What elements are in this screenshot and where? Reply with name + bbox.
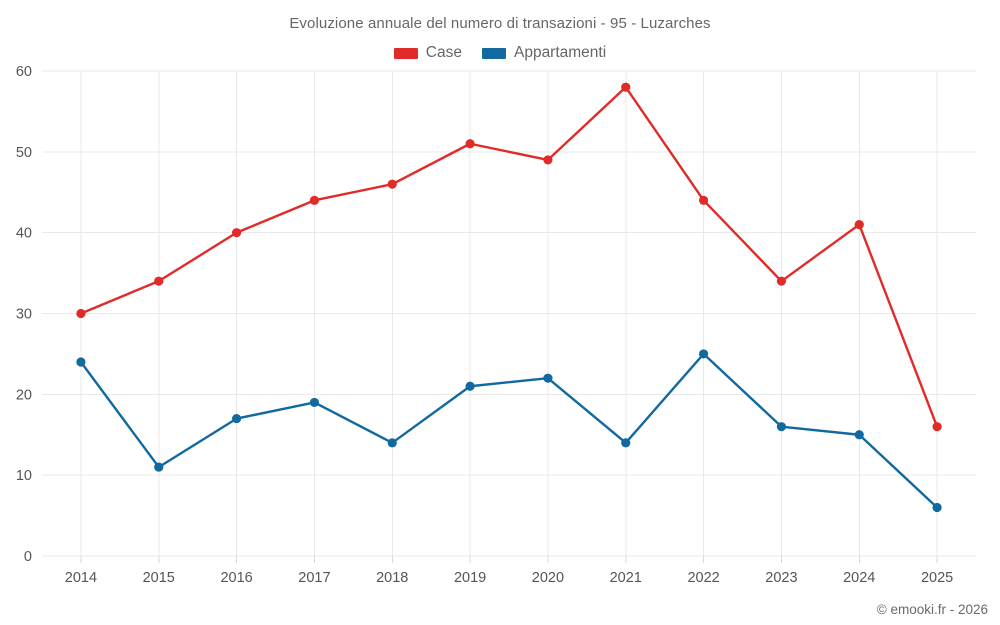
data-point[interactable] <box>387 179 397 189</box>
x-tickmarks <box>80 556 938 563</box>
footer-credit: © emooki.fr - 2026 <box>876 602 988 617</box>
data-point[interactable] <box>932 502 942 513</box>
series-line-case <box>79 85 939 428</box>
x-axis-tick-label: 2023 <box>765 570 797 586</box>
x-gridlines <box>80 71 938 556</box>
y-axis-tick-label: 10 <box>16 468 32 484</box>
legend-swatch-appartamenti <box>481 47 506 59</box>
data-point[interactable] <box>621 438 631 448</box>
x-axis-tick-label: 2020 <box>532 570 564 586</box>
data-point[interactable] <box>231 413 242 424</box>
legend-item-appartamenti[interactable]: Appartamenti <box>481 44 607 62</box>
y-gridlines <box>42 70 976 557</box>
data-point[interactable] <box>776 422 787 432</box>
legend-swatch-case <box>393 47 418 59</box>
y-axis-tick-label: 30 <box>16 307 32 323</box>
data-point[interactable] <box>76 357 86 367</box>
legend-label-case: Case <box>425 44 462 61</box>
y-axis-tick-label: 0 <box>24 549 32 565</box>
data-point[interactable] <box>76 308 86 319</box>
data-point[interactable] <box>387 438 397 448</box>
legend-label-appartamenti: Appartamenti <box>513 44 607 61</box>
x-axis-tick-label: 2018 <box>376 570 408 586</box>
x-axis-tick-label: 2019 <box>454 570 486 586</box>
y-axis-tick-label: 40 <box>16 226 32 242</box>
data-point[interactable] <box>776 276 787 286</box>
data-point[interactable] <box>543 155 553 165</box>
data-point[interactable] <box>932 422 942 432</box>
x-axis-labels: 2014 2015 2016 2017 2018 2019 2020 2021 2022 2023… <box>65 570 953 586</box>
data-point[interactable] <box>154 276 164 286</box>
x-axis-tick-label: 2015 <box>143 570 175 586</box>
data-point[interactable] <box>309 195 320 205</box>
series-line-appartamenti <box>79 352 939 509</box>
x-axis-tick-label: 2017 <box>298 570 330 586</box>
data-point[interactable] <box>231 228 242 238</box>
data-point[interactable] <box>465 381 475 391</box>
y-axis-tick-label: 60 <box>16 64 32 80</box>
y-axis-labels: 0 10 20 30 40 50 60 <box>16 64 32 565</box>
data-point[interactable] <box>698 349 709 359</box>
data-point[interactable] <box>543 373 553 383</box>
x-axis-tick-label: 2021 <box>610 570 642 586</box>
chart-legend: Case Appartamenti <box>0 44 1000 62</box>
data-point[interactable] <box>621 82 631 92</box>
data-point[interactable] <box>465 139 475 149</box>
data-point[interactable] <box>154 462 164 472</box>
legend-item-case[interactable]: Case <box>393 44 462 62</box>
y-axis-tick-label: 20 <box>16 387 32 403</box>
chart-title: Evoluzione annuale del numero di transaz… <box>289 15 711 32</box>
y-axis-tick-label: 50 <box>16 145 32 161</box>
data-point[interactable] <box>854 430 864 440</box>
x-axis-tick-label: 2016 <box>220 570 252 586</box>
series-markers <box>76 82 942 513</box>
series-lines <box>79 85 939 509</box>
x-axis-tick-label: 2025 <box>921 570 953 586</box>
data-point[interactable] <box>698 195 709 205</box>
x-axis-tick-label: 2022 <box>687 570 719 586</box>
x-axis-tick-label: 2014 <box>65 570 97 586</box>
x-axis-tick-label: 2024 <box>843 570 875 586</box>
data-point[interactable] <box>309 397 320 408</box>
data-point[interactable] <box>854 219 864 230</box>
